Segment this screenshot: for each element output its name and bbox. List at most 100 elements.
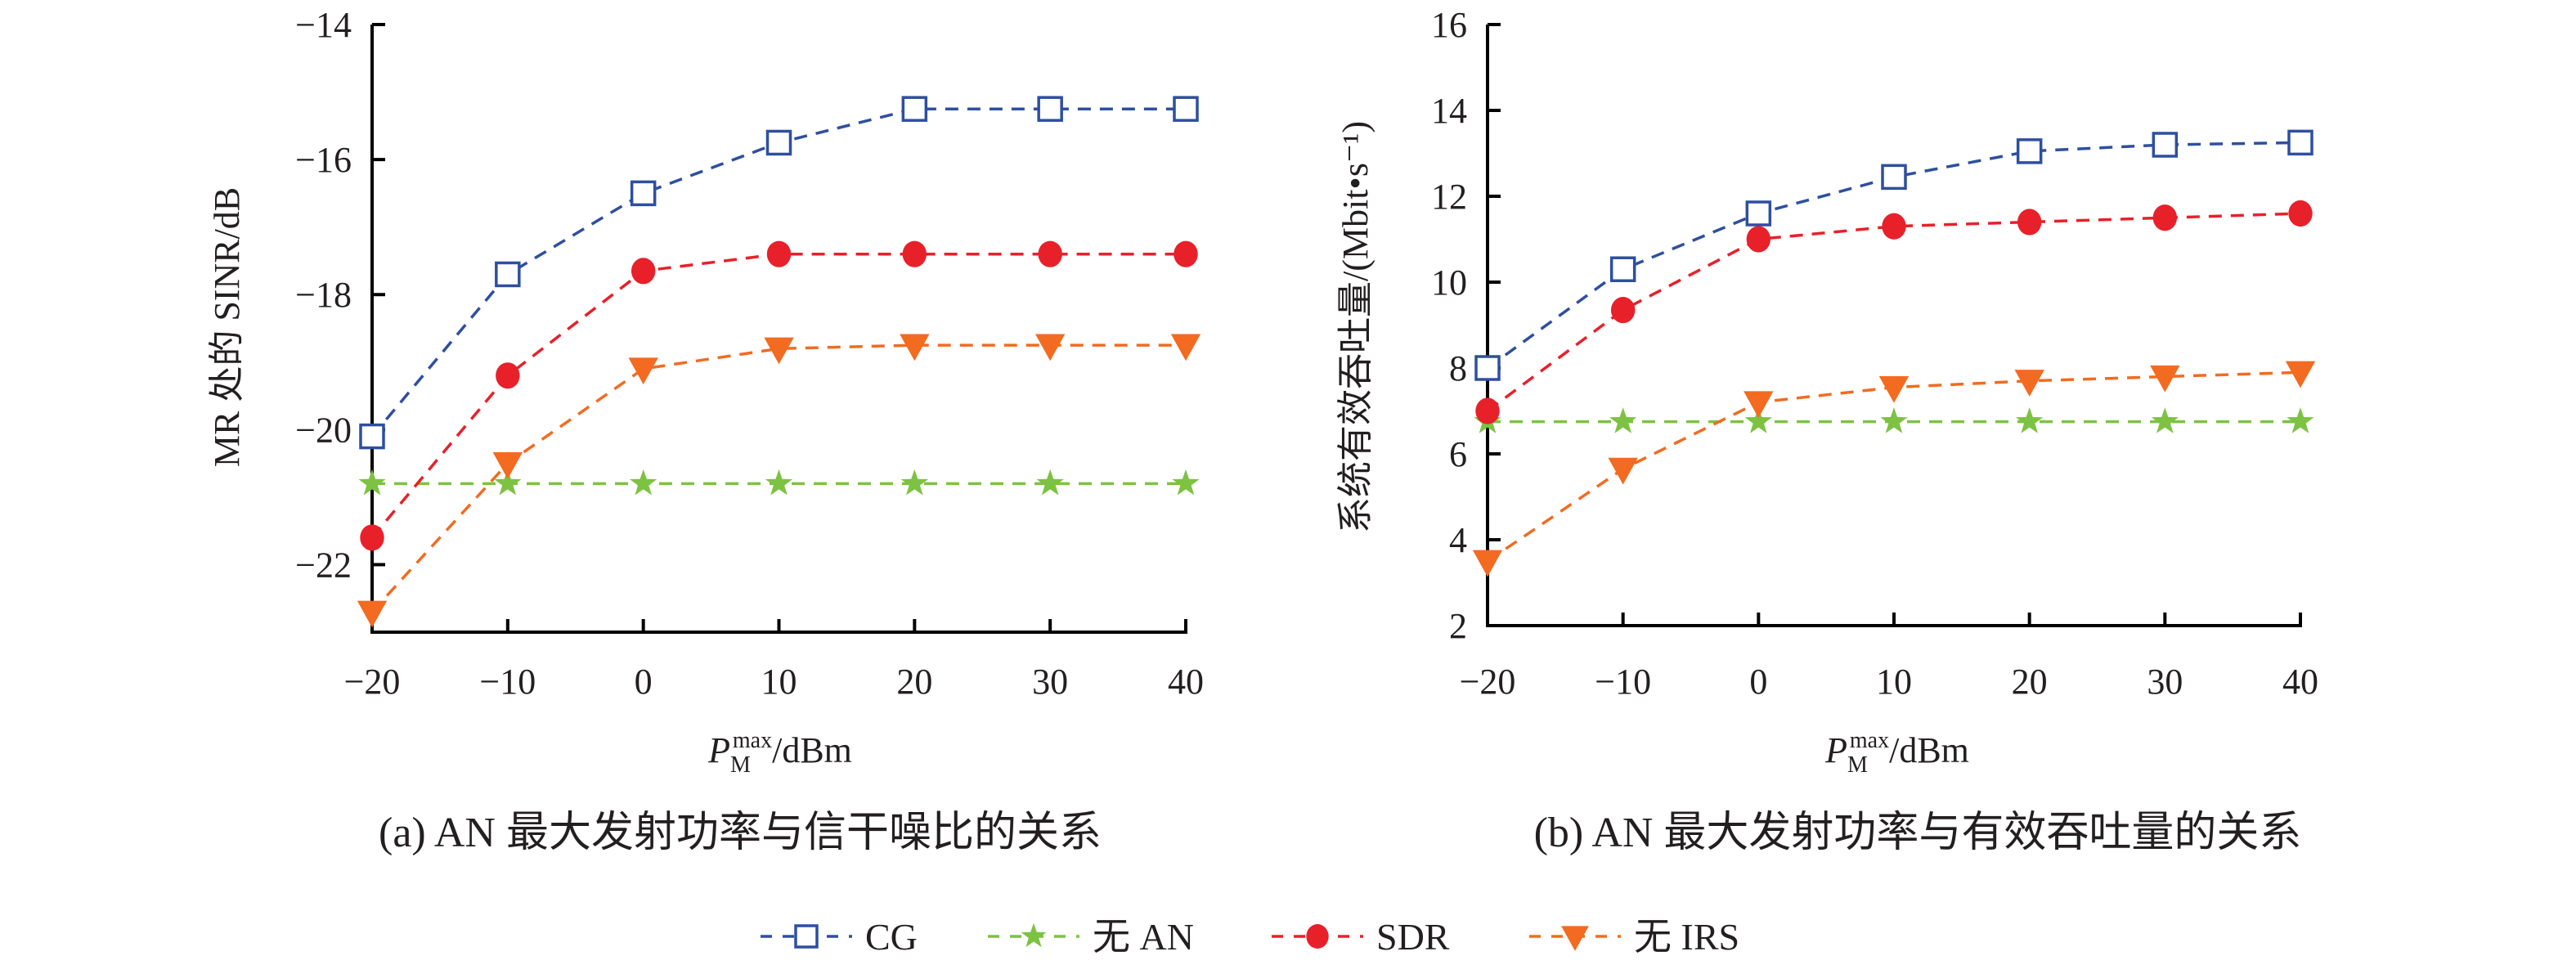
chart-b-x-axis-label: PMmax/dBm bbox=[1824, 728, 1969, 778]
data-point-noirs bbox=[764, 337, 794, 365]
data-point-noan bbox=[1744, 407, 1772, 433]
x-label-unit: /dBm bbox=[772, 730, 852, 770]
legend-label-noirs: 无 IRS bbox=[1634, 916, 1739, 958]
chart-a-caption: (a) AN 最大发射功率与信干噪比的关系 bbox=[379, 810, 1102, 856]
data-point-noan bbox=[494, 469, 522, 496]
data-point-noirs bbox=[1608, 457, 1638, 485]
chart-a-markers bbox=[357, 96, 1201, 628]
data-point-sdr bbox=[2288, 200, 2313, 227]
y-tick-label: 16 bbox=[1431, 5, 1467, 45]
data-point-cg bbox=[1173, 96, 1199, 122]
x-label-sub: M bbox=[730, 752, 751, 778]
chart-b-y-axis-label: 系统有效吞吐量/(Mbit•s⁻¹) bbox=[1335, 121, 1376, 533]
x-label-unit: /dBm bbox=[1889, 730, 1969, 770]
data-point-cg bbox=[1745, 200, 1772, 227]
legend-label-noan: 无 AN bbox=[1093, 916, 1194, 958]
data-point-sdr bbox=[360, 524, 384, 551]
data-point-cg bbox=[1609, 256, 1636, 282]
data-point-noan bbox=[1880, 407, 1908, 433]
x-label-sup: max bbox=[733, 728, 772, 753]
y-tick-label: 8 bbox=[1449, 348, 1467, 388]
data-point-noan bbox=[358, 469, 386, 496]
x-tick-label: 40 bbox=[1168, 662, 1204, 702]
legend-item-sdr: SDR bbox=[1272, 916, 1450, 958]
x-tick-label: 40 bbox=[2282, 662, 2318, 702]
data-point-cg bbox=[2016, 138, 2043, 164]
data-point-cg bbox=[765, 129, 792, 156]
legend-marker-noan bbox=[1021, 922, 1047, 948]
chart-b-x-ticks: −20 −10 0 10 20 30 40 bbox=[1460, 613, 2318, 702]
chart-a-axes bbox=[370, 25, 1187, 634]
y-tick-label: −14 bbox=[295, 5, 352, 45]
data-point-sdr bbox=[1746, 226, 1771, 253]
y-tick-label: −16 bbox=[295, 140, 352, 180]
data-point-sdr bbox=[1038, 240, 1062, 267]
data-point-sdr bbox=[1882, 213, 1906, 240]
legend-label-cg: CG bbox=[865, 916, 918, 958]
data-point-noirs bbox=[628, 357, 658, 385]
y-tick-label: 10 bbox=[1431, 263, 1467, 303]
series-line-cg bbox=[370, 107, 1186, 438]
chart-a-x-axis-label: PMmax/dBm bbox=[707, 728, 852, 778]
legend: CG 无 AN SDR 无 IRS bbox=[761, 916, 1739, 958]
chart-a-y-ticks: −14 −16 −18 −20 −22 bbox=[295, 5, 385, 585]
data-point-sdr bbox=[1475, 397, 1500, 424]
x-tick-label: −10 bbox=[1595, 662, 1651, 702]
x-tick-label: 20 bbox=[2012, 662, 2048, 702]
x-label-sup: max bbox=[1850, 728, 1889, 753]
data-point-sdr bbox=[2152, 204, 2178, 231]
data-point-noirs bbox=[357, 600, 388, 628]
chart-b-markers bbox=[1472, 129, 2316, 577]
data-point-noirs bbox=[1034, 334, 1066, 361]
data-point-sdr bbox=[496, 362, 520, 389]
x-label-sub: M bbox=[1847, 752, 1868, 778]
data-point-cg bbox=[2152, 132, 2179, 158]
x-label-main: P bbox=[1824, 730, 1847, 770]
data-point-cg bbox=[495, 261, 521, 288]
data-point-cg bbox=[630, 180, 657, 207]
chart-a-y-axis-label: MR 处的 SINR/dB bbox=[207, 187, 247, 467]
legend-item-cg: CG bbox=[761, 916, 918, 958]
data-point-noan bbox=[630, 469, 657, 496]
data-point-noirs bbox=[1472, 550, 1503, 577]
x-tick-label: 0 bbox=[1749, 662, 1767, 702]
chart-b-y-ticks: 16 14 12 10 8 6 4 2 bbox=[1431, 5, 1501, 646]
chart-b-axes bbox=[1486, 25, 2302, 627]
data-point-cg bbox=[901, 96, 928, 122]
data-point-noirs bbox=[2014, 370, 2044, 397]
data-point-sdr bbox=[631, 258, 656, 285]
series-line-sdr bbox=[370, 252, 1186, 539]
chart-b-series-lines bbox=[1486, 141, 2301, 563]
data-point-noirs bbox=[1170, 334, 1201, 361]
x-tick-label: 30 bbox=[2147, 662, 2183, 702]
chart-a-x-ticks: −20 −10 0 10 20 30 40 bbox=[344, 619, 1204, 702]
data-point-noirs bbox=[1878, 375, 1910, 403]
y-tick-label: 4 bbox=[1449, 520, 1467, 560]
data-point-noan bbox=[2016, 407, 2044, 433]
chart-a-sinr: −14 −16 −18 −20 −22 −20 −10 0 10 20 30 40 MR 处的 SI… bbox=[207, 5, 1204, 856]
data-point-noirs bbox=[2150, 365, 2180, 393]
legend-marker-noirs bbox=[1561, 926, 1589, 951]
y-tick-label: −22 bbox=[295, 545, 352, 585]
x-tick-label: 0 bbox=[635, 662, 653, 702]
legend-marker-cg bbox=[794, 924, 819, 949]
x-tick-label: −20 bbox=[344, 662, 401, 702]
y-tick-label: −18 bbox=[295, 275, 352, 315]
y-tick-label: −20 bbox=[295, 410, 352, 450]
x-label-main: P bbox=[707, 730, 730, 770]
data-point-noirs bbox=[1744, 391, 1774, 419]
data-point-noan bbox=[2151, 407, 2179, 433]
data-point-cg bbox=[2287, 129, 2313, 156]
legend-item-noirs: 无 IRS bbox=[1529, 916, 1739, 958]
data-point-noirs bbox=[900, 334, 930, 361]
data-point-sdr bbox=[902, 240, 927, 267]
legend-item-noan: 无 AN bbox=[988, 916, 1194, 958]
data-point-sdr bbox=[766, 240, 792, 267]
data-point-cg bbox=[1881, 164, 1907, 191]
data-point-noan bbox=[1609, 407, 1637, 433]
data-point-noan bbox=[1172, 469, 1200, 496]
data-point-noan bbox=[765, 469, 793, 496]
data-point-cg bbox=[1474, 355, 1501, 381]
x-tick-label: −10 bbox=[479, 662, 536, 702]
